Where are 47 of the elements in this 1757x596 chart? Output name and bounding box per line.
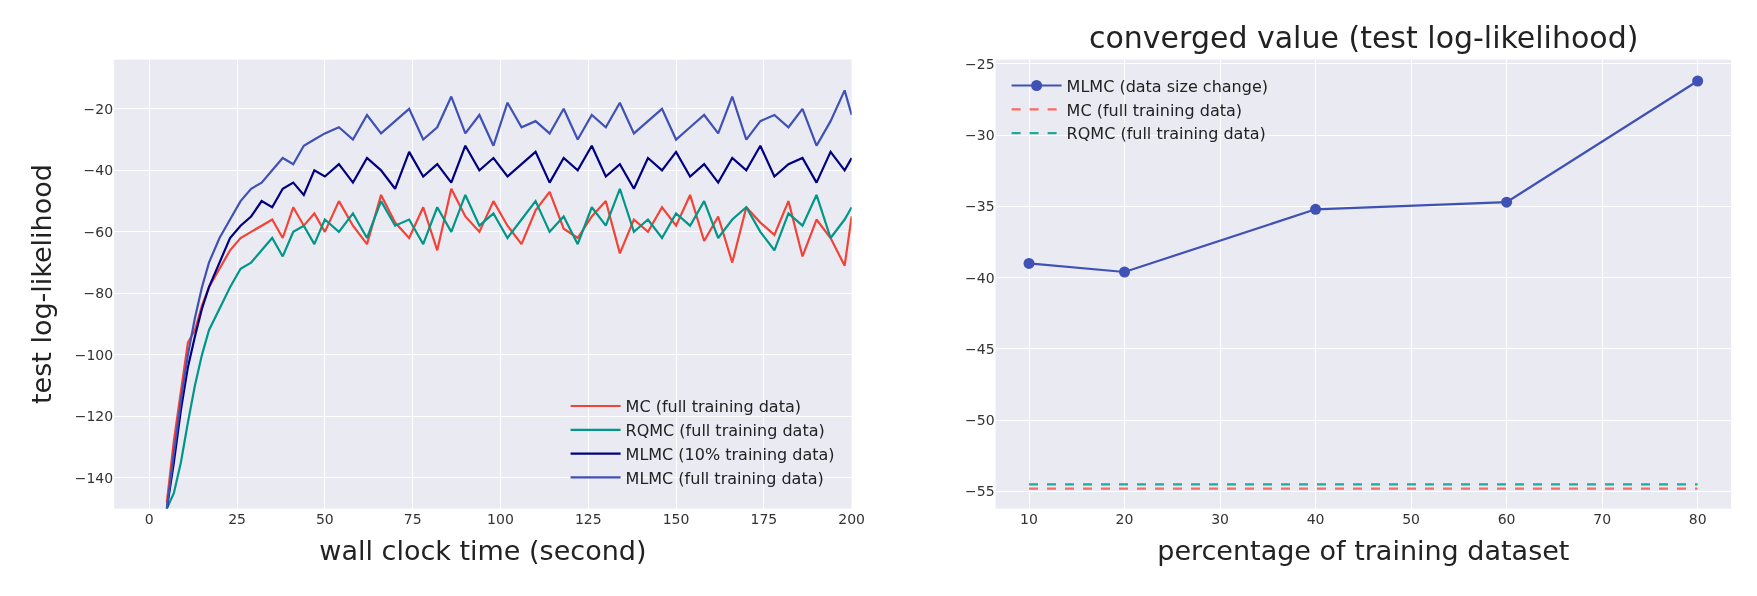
y-tick-label: −20	[83, 100, 114, 117]
point	[1119, 266, 1131, 278]
x-tick-label: 60	[1497, 510, 1516, 527]
x-tick-label: 30	[1211, 510, 1229, 527]
chart-title: converged value (test log-likelihood)	[1089, 20, 1639, 55]
y-tick-label: −50	[965, 412, 995, 429]
legend-label: MC (full training data)	[625, 397, 801, 417]
point	[1692, 75, 1704, 87]
x-tick-label: 20	[1115, 510, 1134, 527]
legend-label: MLMC (full training data)	[625, 468, 824, 488]
x-axis-title: percentage of training dataset	[1157, 534, 1570, 566]
y-tick-label: −60	[83, 223, 114, 240]
legend-label: MLMC (10% training data)	[625, 444, 835, 464]
y-tick-label: −100	[74, 346, 114, 363]
y-tick-label: −45	[965, 340, 995, 357]
x-tick-label: 40	[1306, 510, 1325, 527]
x-axis-title: wall clock time (second)	[319, 534, 647, 566]
point	[1310, 203, 1322, 215]
point	[1501, 196, 1513, 208]
x-tick-label: 150	[662, 510, 690, 527]
legend-label: RQMC (full training data)	[625, 421, 825, 441]
x-tick-label: 50	[1402, 510, 1421, 527]
y-tick-label: −25	[965, 55, 995, 72]
y-tick-label: −40	[83, 162, 114, 179]
point	[1023, 257, 1035, 269]
y-axis-title: test log-likelihood	[25, 164, 57, 405]
x-tick-label: 80	[1688, 510, 1707, 527]
y-tick-label: −40	[965, 269, 995, 286]
legend-label: RQMC (full training data)	[1066, 124, 1266, 144]
y-tick-label: −140	[74, 469, 114, 486]
x-tick-label: 25	[228, 510, 246, 527]
x-tick-label: 50	[315, 510, 334, 527]
x-tick-label: 70	[1593, 510, 1612, 527]
x-tick-label: 100	[487, 510, 514, 527]
x-tick-label: 175	[750, 510, 778, 527]
y-tick-label: −80	[83, 285, 114, 302]
legend-label: MLMC (data size change)	[1066, 76, 1268, 96]
x-tick-label: 10	[1020, 510, 1038, 527]
x-tick-label: 200	[838, 510, 866, 527]
legend-label: MC (full training data)	[1066, 100, 1243, 120]
x-tick-label: 75	[403, 510, 422, 527]
y-tick-label: −55	[965, 483, 995, 500]
y-tick-label: −120	[74, 408, 114, 425]
x-tick-label: 0	[144, 510, 154, 527]
y-tick-label: −30	[965, 127, 995, 144]
x-tick-label: 125	[574, 510, 602, 527]
y-tick-label: −35	[965, 198, 995, 215]
